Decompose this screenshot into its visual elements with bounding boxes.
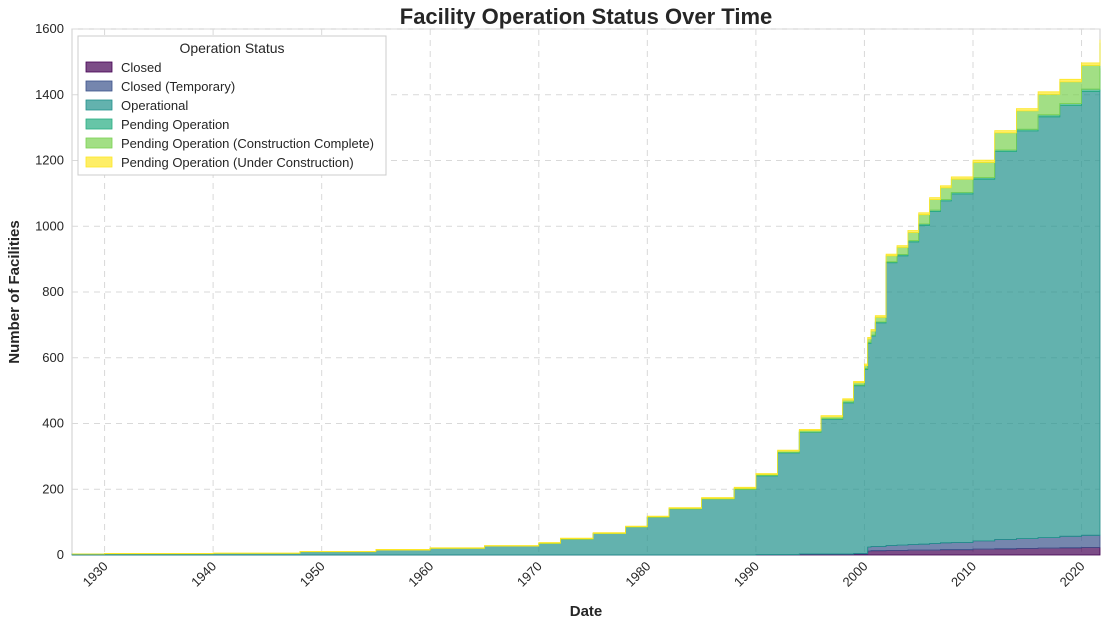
legend-label: Pending Operation (Construction Complete… [121,136,374,151]
legend-label: Closed (Temporary) [121,79,235,94]
x-tick-label: 1980 [622,559,653,590]
x-tick-label: 2010 [948,559,979,590]
y-tick-label: 1000 [35,218,64,233]
x-tick-label: 1960 [405,559,436,590]
legend-label: Pending Operation [121,117,229,132]
legend: Operation Status Closed Closed (Temporary… [77,35,387,176]
legend-box [77,35,387,176]
legend-swatch [85,99,113,111]
y-tick-label: 1600 [35,21,64,36]
x-tick-label: 1950 [297,559,328,590]
y-tick-label: 400 [42,416,64,431]
y-tick-label: 600 [42,350,64,365]
legend-swatch [85,156,113,168]
x-tick-label: 1940 [188,559,219,590]
y-tick-label: 0 [57,547,64,562]
x-axis-label: Date [570,603,603,620]
legend-swatch [85,137,113,149]
area-series [71,39,1101,556]
legend-swatch [85,118,113,130]
legend-swatch [85,61,113,73]
y-tick-labels: 0 200 400 600 800 1000 1200 1400 1600 [35,21,64,562]
area-series-5 [72,39,1101,555]
y-tick-label: 1400 [35,87,64,102]
y-tick-label: 1200 [35,153,64,168]
chart-title: Facility Operation Status Over Time [400,4,773,29]
x-tick-label: 2000 [840,559,871,590]
y-tick-label: 200 [42,481,64,496]
legend-title: Operation Status [179,40,284,56]
legend-label: Operational [121,98,188,113]
x-tick-label: 1970 [514,559,545,590]
x-tick-labels: 1930 1940 1950 1960 1970 1980 1990 2000 2010 2020 [80,559,1088,590]
y-axis-label: Number of Facilities [6,220,23,363]
x-tick-label: 2020 [1057,559,1088,590]
legend-swatch [85,80,113,92]
x-tick-label: 1930 [80,559,111,590]
y-tick-label: 800 [42,284,64,299]
x-tick-label: 1990 [731,559,762,590]
legend-label: Pending Operation (Under Construction) [121,155,354,170]
legend-label: Closed [121,60,161,75]
